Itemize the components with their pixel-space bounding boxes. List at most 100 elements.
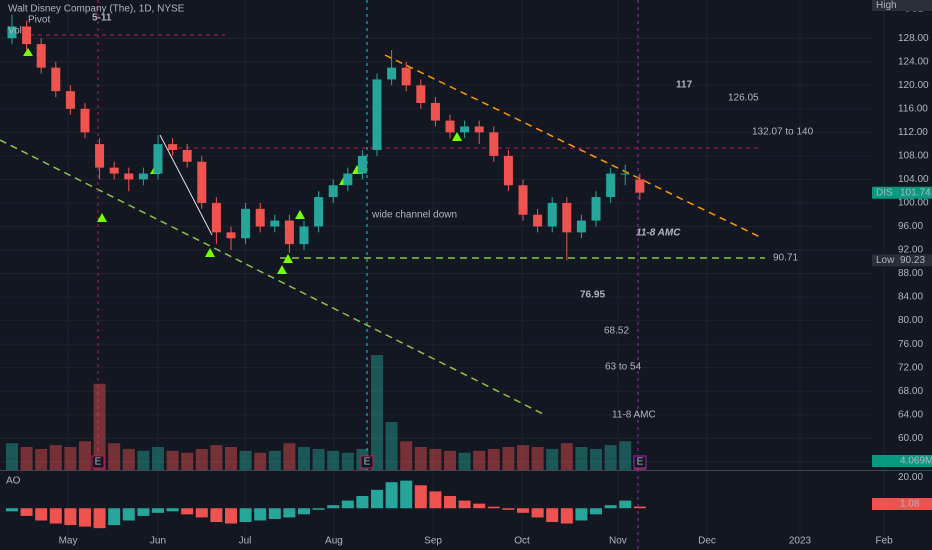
volume-bar [108,443,121,470]
annotation: wide channel down [371,210,457,221]
volume-bar [254,452,267,470]
ao-bar [473,503,486,509]
last-price-tag-bg [872,186,932,199]
candle-body [533,214,543,227]
candle-body [211,202,221,233]
ao-bar [604,505,617,509]
ao-bar [531,508,544,518]
candle-body [109,167,119,174]
candle-body [489,132,499,156]
ao-bar [633,506,646,509]
annotation: 63 to 54 [605,362,642,373]
y-tick-label: 68.00 [898,386,923,397]
ao-bar [151,508,164,513]
low-tag-bg [872,254,932,267]
earnings-badge [633,455,647,469]
x-tick-label: Feb [875,536,893,547]
candle-body [95,144,105,168]
candle-body [372,79,382,150]
y-tick-label: 92.00 [898,245,923,256]
ao-tag-bg [872,498,932,510]
candle-body [65,91,75,109]
pivot-marker [452,132,462,141]
ao-bar [283,508,296,518]
ao-bar [385,482,398,509]
x-tick-label: Dec [698,536,716,547]
volume-bar [122,448,135,470]
pivot-marker [295,210,305,219]
ao-bar [224,508,237,524]
candle-body [138,173,148,180]
y-tick-label: 80.00 [898,315,923,326]
ao-bar [166,508,179,512]
volume-bar [575,447,588,470]
high-tag-bg [872,0,932,11]
volume-bar [166,450,179,470]
ao-bar [181,508,194,515]
volume-bar [458,452,471,470]
candle-body [255,208,265,227]
volume-bar [5,443,18,470]
candle-body [343,173,353,186]
x-tick-label: 2023 [789,536,812,547]
ao-bar [195,508,208,518]
ao-tag: 1.08 [900,499,920,510]
ao-bar [93,508,106,529]
volume-bar [590,448,603,470]
candle-body [182,150,192,162]
candle-body [503,155,513,186]
candle-body [591,197,601,221]
trend-line [0,139,546,416]
candle-body [445,120,455,133]
ao-bar [356,495,369,509]
volume-bar [49,445,62,470]
earnings-badge [91,455,105,469]
annotation: 5-11 [92,13,112,24]
annotation: 76.95 [580,290,605,301]
ao-bar [341,500,354,509]
candle-body [430,102,440,121]
ao-bar [458,500,471,509]
y-tick-label: 88.00 [898,268,923,279]
ao-bar [5,508,18,512]
ao-bar [20,508,33,516]
volume-bar [93,383,106,470]
candle-body [387,67,397,80]
low-tag: 90.23 [900,255,925,266]
pivot-marker [277,265,287,274]
x-tick-label: Aug [325,536,343,547]
volume-bar [181,452,194,470]
ao-bar [254,508,267,521]
x-tick-label: Sep [424,536,442,547]
ao-tick-label: 20.00 [898,472,923,483]
high-tag: High [876,0,897,11]
volume-bar [517,445,530,470]
indicator-label: Vol [8,26,22,37]
candle-body [547,202,557,227]
ao-bar [414,485,427,509]
x-tick-label: Nov [609,536,627,547]
candle-body [328,185,338,198]
y-tick-label: 60.00 [898,433,923,444]
ao-bar [429,491,442,509]
chart-title: Walt Disney Company (The), 1D, NYSE [8,4,185,15]
ao-bar [268,508,281,519]
ao-bar [619,500,632,509]
indicator-label: AO [6,476,21,487]
candle-body [36,44,46,68]
candle-body [635,179,645,193]
volume-bar [78,441,91,470]
ao-bar [78,508,91,527]
earnings-badge-label: E [637,457,644,468]
ao-bar [108,508,121,526]
ao-bar [239,508,252,523]
volume-bar [297,447,310,470]
ao-bar [137,508,150,516]
earnings-badge-label: E [95,457,102,468]
x-tick-label: May [59,536,78,547]
ao-bar [35,508,48,521]
pivot-marker [283,254,293,263]
volume-bar [312,448,325,470]
candle-body [518,185,528,215]
